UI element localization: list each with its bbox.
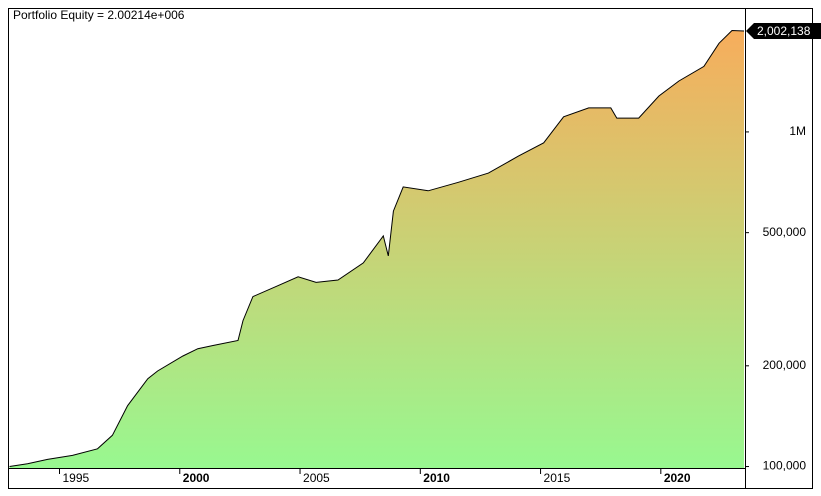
last-value-label: 2,002,138 (757, 24, 811, 38)
x-tick-label: 1995 (63, 471, 90, 485)
x-tick-label: 2020 (664, 471, 691, 485)
y-tick-label: 1M (789, 124, 806, 138)
last-value-tag (746, 23, 821, 40)
y-tick-label: 200,000 (763, 358, 807, 372)
x-tick-label: 2010 (423, 471, 450, 485)
chart-title: Portfolio Equity = 2.00214e+006 (13, 8, 185, 22)
y-tick-label: 100,000 (763, 459, 807, 473)
x-tick-label: 2015 (544, 471, 571, 485)
equity-area (9, 30, 745, 468)
x-tick-label: 2000 (183, 471, 210, 485)
y-tick-label: 500,000 (763, 225, 807, 239)
plot-area (9, 29, 745, 468)
equity-line (9, 29, 745, 467)
x-tick-label: 2005 (303, 471, 330, 485)
